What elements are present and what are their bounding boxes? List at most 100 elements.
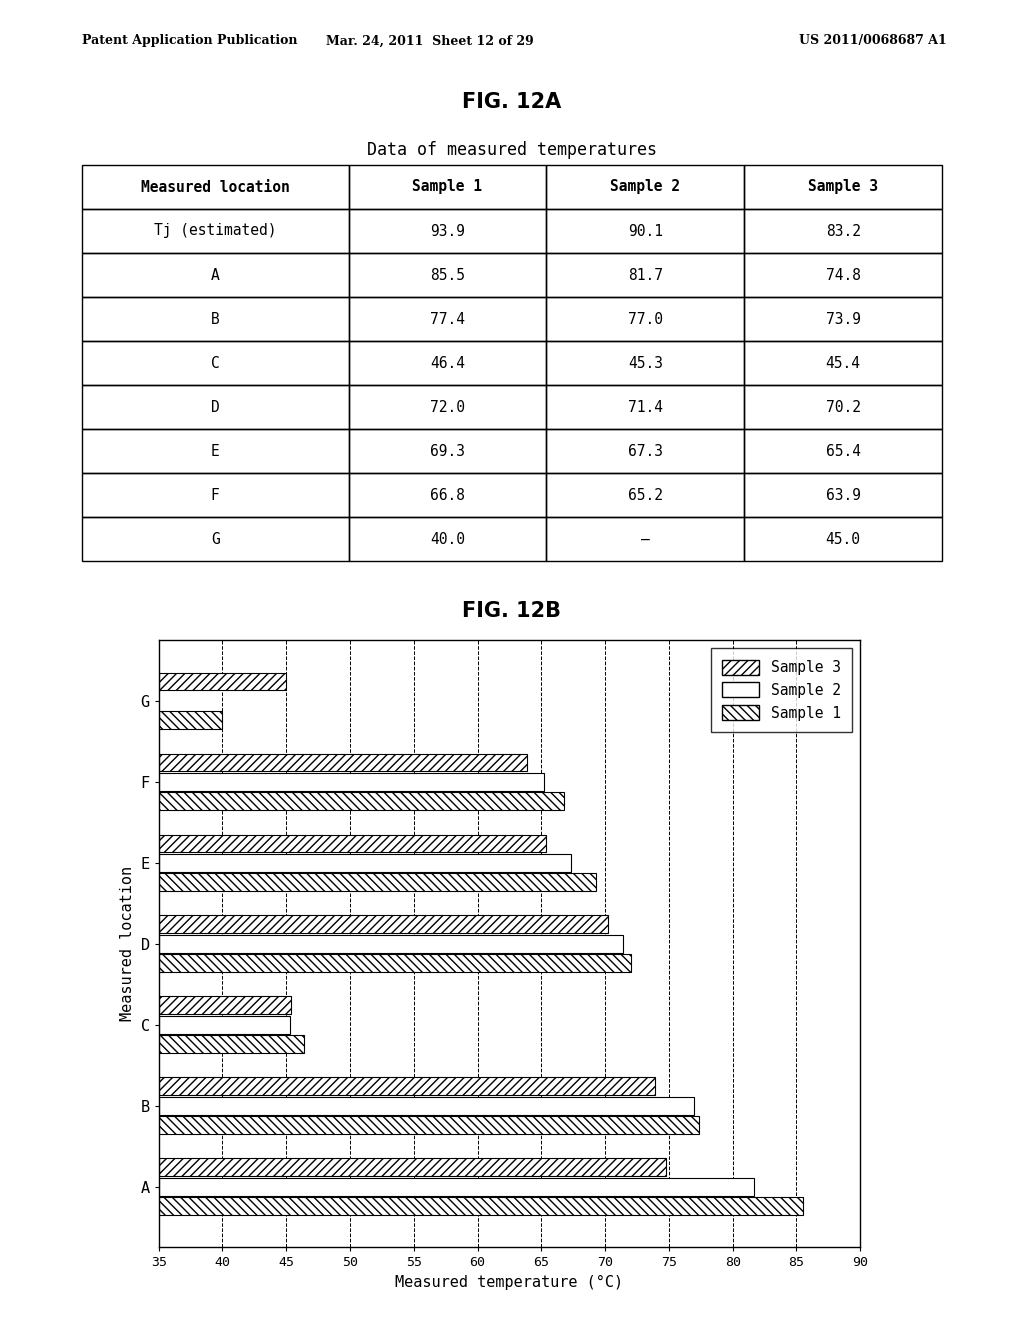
Text: F: F (211, 487, 219, 503)
Text: G: G (211, 532, 219, 546)
Text: Sample 3: Sample 3 (808, 180, 879, 194)
Bar (159, 1117, 699, 1134)
Bar (82, 385, 348, 429)
Text: 74.8: 74.8 (825, 268, 860, 282)
Text: 45.4: 45.4 (825, 355, 860, 371)
Bar (744, 297, 942, 341)
Text: 71.4: 71.4 (628, 400, 663, 414)
Bar (159, 1035, 304, 1053)
Bar (82, 473, 348, 517)
Text: 66.8: 66.8 (430, 487, 465, 503)
Bar (82, 209, 348, 253)
Text: FIG. 12A: FIG. 12A (463, 92, 561, 112)
Bar (744, 429, 942, 473)
Bar (744, 517, 942, 561)
Text: 45.0: 45.0 (825, 532, 860, 546)
Text: 40.0: 40.0 (430, 532, 465, 546)
Bar (159, 1159, 667, 1176)
Bar (547, 209, 744, 253)
Bar (547, 429, 744, 473)
Text: Sample 2: Sample 2 (610, 180, 680, 194)
Bar (159, 916, 607, 933)
Bar (159, 1016, 290, 1034)
Text: 72.0: 72.0 (430, 400, 465, 414)
Bar (348, 517, 547, 561)
Bar (348, 253, 547, 297)
Text: 45.3: 45.3 (628, 355, 663, 371)
Bar (159, 997, 292, 1014)
Text: 73.9: 73.9 (825, 312, 860, 326)
Y-axis label: Measured location: Measured location (120, 866, 135, 1022)
Bar (348, 429, 547, 473)
Bar (547, 385, 744, 429)
Text: FIG. 12B: FIG. 12B (463, 601, 561, 620)
Bar (547, 341, 744, 385)
Bar (159, 1097, 694, 1114)
Bar (82, 429, 348, 473)
Text: 90.1: 90.1 (628, 223, 663, 239)
Bar (547, 473, 744, 517)
Bar (744, 385, 942, 429)
Bar (159, 754, 527, 771)
Bar (348, 165, 547, 209)
Text: A: A (211, 268, 219, 282)
Bar (159, 1197, 803, 1214)
Text: Mar. 24, 2011  Sheet 12 of 29: Mar. 24, 2011 Sheet 12 of 29 (327, 34, 534, 48)
Bar (159, 935, 623, 953)
Bar (82, 297, 348, 341)
Bar (159, 673, 287, 690)
Text: 70.2: 70.2 (825, 400, 860, 414)
Bar (744, 253, 942, 297)
Bar (744, 473, 942, 517)
Text: Data of measured temperatures: Data of measured temperatures (367, 141, 657, 160)
Text: Sample 1: Sample 1 (413, 180, 482, 194)
Text: 77.4: 77.4 (430, 312, 465, 326)
Text: 67.3: 67.3 (628, 444, 663, 458)
Bar (82, 253, 348, 297)
Text: 83.2: 83.2 (825, 223, 860, 239)
Text: 85.5: 85.5 (430, 268, 465, 282)
Text: 69.3: 69.3 (430, 444, 465, 458)
Bar (348, 297, 547, 341)
Text: 93.9: 93.9 (430, 223, 465, 239)
Bar (82, 517, 348, 561)
Bar (82, 165, 348, 209)
Text: US 2011/0068687 A1: US 2011/0068687 A1 (799, 34, 946, 48)
Bar (159, 792, 564, 810)
X-axis label: Measured temperature (°C): Measured temperature (°C) (395, 1275, 624, 1290)
Text: –: – (641, 532, 649, 546)
Text: 65.2: 65.2 (628, 487, 663, 503)
Text: C: C (211, 355, 219, 371)
Bar (348, 209, 547, 253)
Text: 63.9: 63.9 (825, 487, 860, 503)
Bar (82, 341, 348, 385)
Bar (159, 711, 222, 729)
Bar (547, 517, 744, 561)
Bar (744, 209, 942, 253)
Bar (159, 1177, 755, 1196)
Text: 77.0: 77.0 (628, 312, 663, 326)
Text: B: B (211, 312, 219, 326)
Bar (159, 854, 570, 871)
Text: D: D (211, 400, 219, 414)
Text: 65.4: 65.4 (825, 444, 860, 458)
Bar (159, 874, 596, 891)
Bar (744, 341, 942, 385)
Bar (348, 341, 547, 385)
Text: Measured location: Measured location (141, 180, 290, 194)
Bar (547, 297, 744, 341)
Legend: Sample 3, Sample 2, Sample 1: Sample 3, Sample 2, Sample 1 (711, 648, 852, 733)
Text: E: E (211, 444, 219, 458)
Bar (159, 834, 547, 853)
Bar (159, 954, 631, 972)
Bar (348, 385, 547, 429)
Bar (159, 1077, 654, 1096)
Bar (159, 774, 544, 791)
Text: Patent Application Publication: Patent Application Publication (82, 34, 297, 48)
Bar (547, 253, 744, 297)
Bar (547, 165, 744, 209)
Bar (744, 165, 942, 209)
Text: 81.7: 81.7 (628, 268, 663, 282)
Bar (348, 473, 547, 517)
Text: Tj (estimated): Tj (estimated) (154, 223, 276, 239)
